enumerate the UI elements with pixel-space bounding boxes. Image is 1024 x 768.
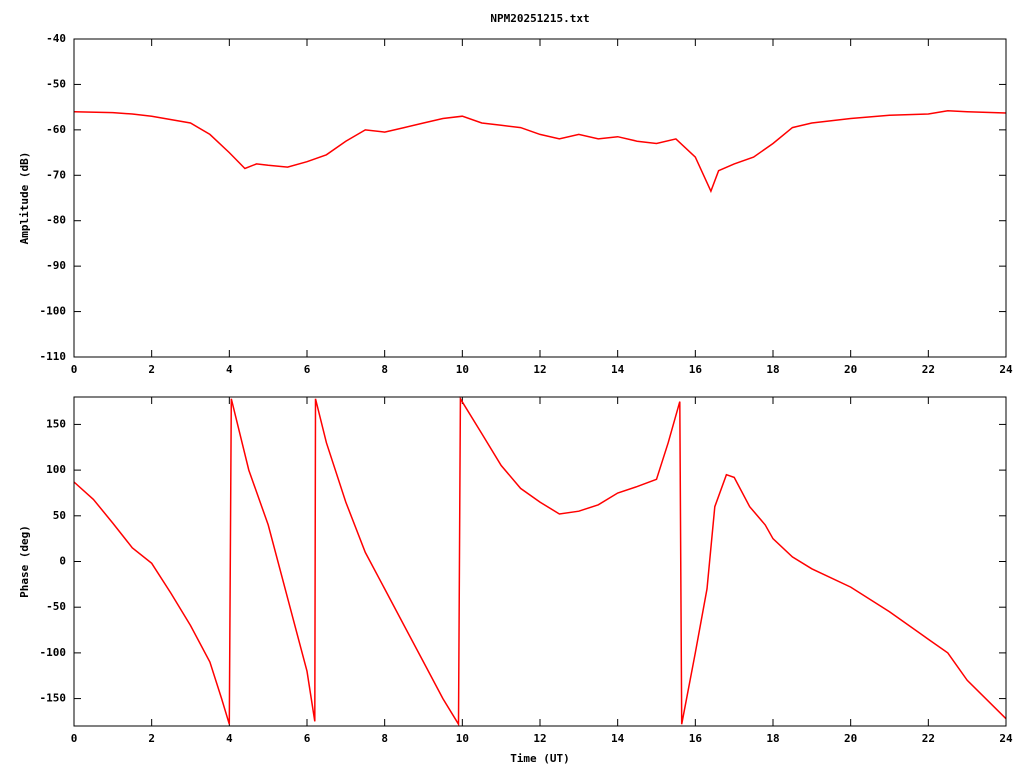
y-axis-label: Phase (deg) <box>18 525 31 598</box>
y-tick-label: -110 <box>40 350 67 363</box>
x-tick-label: 4 <box>226 732 233 745</box>
x-tick-label: 14 <box>611 363 625 376</box>
x-tick-label: 6 <box>304 363 311 376</box>
y-tick-label: -150 <box>40 692 67 705</box>
y-tick-label: 100 <box>46 463 66 476</box>
data-line <box>73 110 1007 194</box>
plot-frame <box>73 38 1007 358</box>
x-tick-label: 8 <box>381 363 388 376</box>
x-tick-label: 0 <box>71 363 78 376</box>
data-line <box>73 396 1007 727</box>
x-tick-label: 2 <box>148 732 155 745</box>
y-tick-label: -50 <box>46 77 66 90</box>
x-tick-label: 20 <box>844 732 857 745</box>
y-tick-label: 0 <box>59 555 66 568</box>
x-tick-label: 14 <box>611 732 625 745</box>
y-tick-label: -50 <box>46 600 66 613</box>
y-tick-label: -80 <box>46 214 66 227</box>
x-axis-label: Time (UT) <box>510 752 570 765</box>
y-tick-label: -40 <box>46 32 66 45</box>
x-tick-label: 20 <box>844 363 857 376</box>
x-tick-label: 6 <box>304 732 311 745</box>
y-axis-label: Amplitude (dB) <box>18 152 31 245</box>
x-tick-label: 12 <box>533 732 546 745</box>
x-tick-label: 18 <box>766 363 779 376</box>
y-tick-label: -100 <box>40 646 67 659</box>
x-tick-label: 24 <box>999 732 1013 745</box>
y-tick-label: -60 <box>46 123 66 136</box>
x-tick-label: 10 <box>456 732 469 745</box>
y-tick-label: -100 <box>40 305 67 318</box>
y-tick-label: 150 <box>46 417 66 430</box>
chart-title: NPM20251215.txt <box>490 12 589 25</box>
x-tick-label: 12 <box>533 363 546 376</box>
x-tick-label: 22 <box>922 363 935 376</box>
x-tick-label: 24 <box>999 363 1013 376</box>
x-tick-label: 10 <box>456 363 469 376</box>
x-tick-label: 0 <box>71 732 78 745</box>
x-tick-label: 4 <box>226 363 233 376</box>
x-tick-label: 16 <box>689 732 703 745</box>
plot-frame <box>73 396 1007 727</box>
x-tick-label: 22 <box>922 732 935 745</box>
y-tick-label: -70 <box>46 168 66 181</box>
y-tick-label: -90 <box>46 259 66 272</box>
x-tick-label: 2 <box>148 363 155 376</box>
y-tick-label: 50 <box>53 509 66 522</box>
x-tick-label: 18 <box>766 732 779 745</box>
x-tick-label: 8 <box>381 732 388 745</box>
x-tick-label: 16 <box>689 363 703 376</box>
